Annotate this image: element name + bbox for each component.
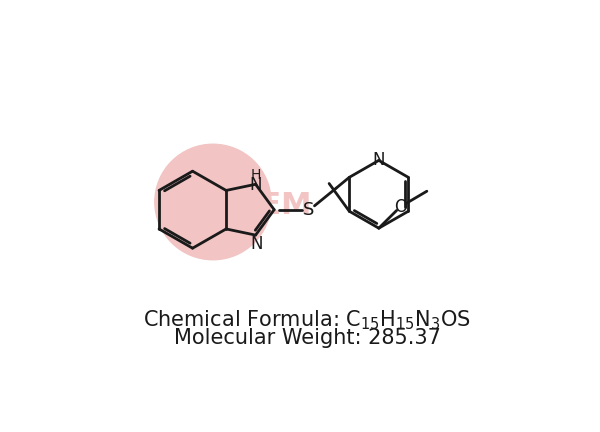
Text: Molecular Weight: 285.37: Molecular Weight: 285.37 <box>174 328 441 348</box>
Text: O: O <box>394 197 407 216</box>
Circle shape <box>155 144 271 260</box>
Text: N: N <box>251 235 263 253</box>
Text: H: H <box>250 168 261 182</box>
Text: Chemical Formula: $\mathregular{C_{15}H_{15}N_{3}OS}$: Chemical Formula: $\mathregular{C_{15}H_… <box>143 308 472 332</box>
Text: N: N <box>250 176 262 194</box>
Text: S: S <box>302 201 314 219</box>
Text: D: D <box>157 180 201 232</box>
Text: N: N <box>373 151 385 169</box>
Text: DMCHEM: DMCHEM <box>157 191 312 220</box>
